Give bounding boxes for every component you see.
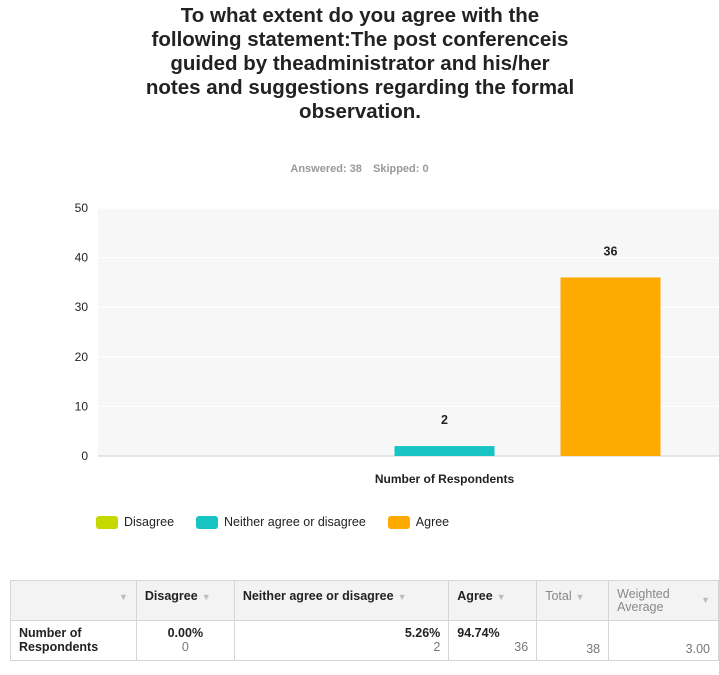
bar-chart: 0 10 20 30 40 50 2 36 Number of Respondents — [75, 201, 719, 486]
cell-percent: 5.26% — [404, 626, 441, 640]
cell-percent: 0.00% — [167, 626, 204, 640]
header-blank[interactable]: ▼ — [10, 580, 137, 621]
legend-item-neither[interactable]: Neither agree or disagree — [196, 515, 366, 529]
answered-count: Answered: 38 — [290, 163, 362, 175]
legend-label: Disagree — [124, 515, 175, 529]
title-line: observation. — [299, 100, 421, 123]
chart-title: To what extent do you agree with the fol… — [110, 4, 610, 124]
legend-swatch — [387, 515, 410, 529]
header-label: Weighted — [617, 587, 670, 601]
header-label: Agree — [457, 589, 493, 603]
y-tick-label: 20 — [75, 350, 89, 364]
header-disagree[interactable]: Disagree ▼ — [135, 580, 235, 621]
title-line: notes and suggestions regarding the form… — [145, 76, 575, 99]
x-axis-label: Number of Respondents — [375, 472, 515, 486]
cell-agree: 94.74% 36 — [448, 620, 538, 661]
y-tick-label: 40 — [75, 251, 89, 265]
response-summary: Answered: 38 Skipped: 0 — [0, 163, 719, 175]
results-table: ▼ Disagree ▼ Neither agree or disagree ▼ A… — [10, 580, 719, 661]
sort-caret-icon: ▼ — [496, 592, 506, 602]
y-tick-label: 50 — [75, 201, 89, 215]
table-row: Number of Respondents 0.00% 0 5.26% 2 94… — [10, 620, 719, 661]
chart-legend: Disagree Neither agree or disagree Agree — [96, 515, 471, 529]
header-agree[interactable]: Agree ▼ — [448, 580, 538, 621]
cell-percent: 94.74% — [457, 626, 500, 640]
sort-caret-icon: ▼ — [397, 592, 407, 602]
y-tick-label: 0 — [81, 449, 88, 463]
legend-item-disagree[interactable]: Disagree — [96, 515, 174, 529]
bar-neither-agree-or-disagree — [394, 446, 495, 456]
header-label: Average — [617, 600, 664, 614]
cell-neither: 5.26% 2 — [233, 620, 450, 661]
header-label: Total — [545, 589, 572, 603]
legend-swatch — [196, 515, 219, 529]
title-line: To what extent do you agree with the — [180, 4, 540, 27]
header-label: Disagree — [144, 589, 198, 603]
legend-label: Agree — [415, 515, 450, 529]
y-tick-label: 30 — [75, 300, 89, 314]
data-label: 36 — [604, 244, 618, 258]
header-neither[interactable]: Neither agree or disagree ▼ — [233, 580, 450, 621]
header-total[interactable]: Total ▼ — [536, 580, 610, 621]
legend-swatch — [96, 515, 118, 529]
cell-count: 2 — [433, 640, 441, 654]
sort-caret-icon: ▼ — [118, 592, 128, 602]
cell-count: 36 — [514, 640, 529, 654]
sort-caret-icon: ▼ — [575, 592, 585, 602]
skipped-count: Skipped: 0 — [372, 163, 429, 175]
header-label: Neither agree or disagree — [242, 589, 394, 603]
header-weighted-average[interactable]: Weighted ▼ Average — [608, 580, 719, 621]
sort-caret-icon: ▼ — [201, 592, 211, 602]
row-label-text: Number of — [19, 626, 82, 640]
title-line: guided by theadministrator and his/her — [170, 52, 550, 75]
row-label: Number of Respondents — [10, 620, 137, 661]
bar-agree — [560, 277, 661, 456]
title-line: following statement:The post conferencei… — [151, 28, 569, 51]
data-label: 2 — [441, 413, 448, 427]
cell-weighted-average: 3.00 — [608, 620, 719, 661]
cell-count: 0 — [181, 640, 189, 654]
cell-total: 38 — [536, 620, 610, 661]
y-tick-label: 10 — [75, 399, 89, 413]
cell-disagree: 0.00% 0 — [135, 620, 235, 661]
legend-item-agree[interactable]: Agree — [387, 515, 450, 529]
row-label-text: Respondents — [19, 640, 99, 654]
sort-caret-icon: ▼ — [701, 595, 710, 605]
legend-label: Neither agree or disagree — [224, 515, 366, 529]
